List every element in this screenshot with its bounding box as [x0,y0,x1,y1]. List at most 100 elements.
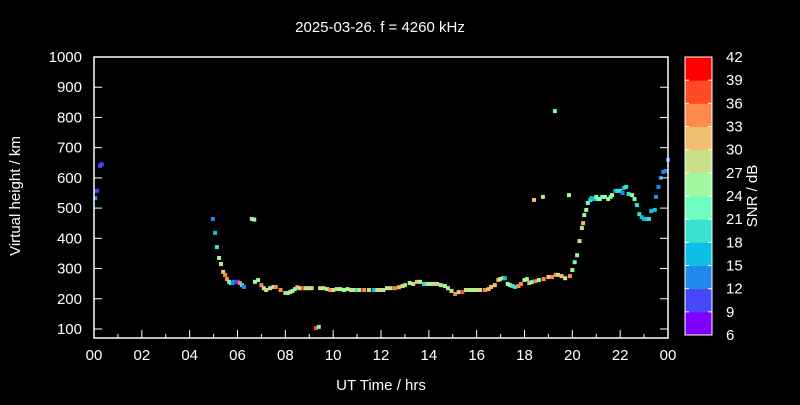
data-point [570,268,575,273]
data-point [646,216,651,221]
data-point [510,284,515,289]
data-point [553,272,558,277]
data-point [278,287,283,292]
data-point [532,197,537,202]
data-point [460,290,465,295]
data-point [606,197,611,202]
data-point [297,286,302,291]
data-point [540,194,545,199]
y-tick-label: 100 [57,321,82,338]
data-point [478,287,483,292]
data-point [618,188,623,193]
y-tick-label: 300 [57,261,82,278]
data-point [271,284,276,289]
data-point [639,215,644,220]
colorbar-segment [685,149,712,174]
data-point [316,324,321,329]
data-point [602,194,607,199]
data-point [656,184,661,189]
data-point [624,184,629,189]
data-point [471,287,476,292]
data-point [213,230,218,235]
data-point [338,287,343,292]
data-point [626,191,631,196]
data-point [221,269,226,274]
x-tick-label: 00 [86,347,103,364]
data-point [445,286,450,291]
x-tick-label: 08 [277,347,294,364]
data-point [252,217,257,222]
data-point [442,284,447,289]
data-point [453,291,458,296]
colorbar-segment [685,242,712,266]
data-point [474,287,479,292]
data-point [307,286,312,291]
data-point [94,188,99,193]
data-point [371,287,376,292]
data-point [585,200,590,205]
data-point [497,277,502,282]
data-point [292,287,297,292]
data-point [577,239,582,244]
colorbar-segment [685,196,712,220]
data-point [99,162,104,167]
y-axis-label: Virtual height / km [7,136,24,256]
y-tick-label: 700 [57,140,82,157]
y-tick-label: 500 [57,200,82,217]
data-point [396,285,401,290]
data-point [508,283,513,288]
x-tick-label: 12 [373,347,390,364]
colorbar-tick-label: 42 [726,49,743,66]
data-point [309,286,314,291]
data-point [349,287,354,292]
data-point [283,291,288,296]
data-point [210,216,215,221]
data-point [422,281,427,286]
data-point [392,286,397,291]
colorbar-segment [685,311,712,336]
data-point [384,286,389,291]
colorbar-segment [685,126,712,151]
data-point [223,272,228,277]
data-point [264,287,269,292]
data-point [594,194,599,199]
data-point [249,216,254,221]
data-point [328,287,333,292]
colorbar-tick-label: 15 [726,258,743,275]
data-point [522,278,527,283]
data-point [367,287,372,292]
data-point [589,196,594,201]
data-point [524,277,529,282]
data-point [231,279,236,284]
data-point [273,284,278,289]
colorbar-segment [685,103,712,127]
y-tick-label: 600 [57,170,82,187]
data-point [505,281,510,286]
data-point [407,281,412,286]
plot-frame [93,56,669,339]
data-point [295,285,300,290]
y-tick-label: 800 [57,109,82,126]
data-point [597,197,602,202]
data-point [411,281,416,286]
data-point [567,274,572,279]
data-point [546,275,551,280]
x-tick-label: 00 [660,347,677,364]
y-tick-label: 1000 [49,49,82,66]
data-point [582,213,587,218]
data-point [388,286,393,291]
data-point [417,279,422,284]
data-point [644,216,649,221]
x-axis-label: UT Time / hrs [336,377,426,394]
data-point [341,287,346,292]
data-point [566,193,571,198]
x-tick-label: 06 [229,347,246,364]
data-point [649,209,654,214]
data-point [217,255,222,260]
data-point [435,281,440,286]
colorbar-tick-label: 21 [726,211,743,228]
colorbar-tick-label: 33 [726,119,743,136]
data-point [334,287,339,292]
data-point [489,284,494,289]
data-point [288,290,293,295]
